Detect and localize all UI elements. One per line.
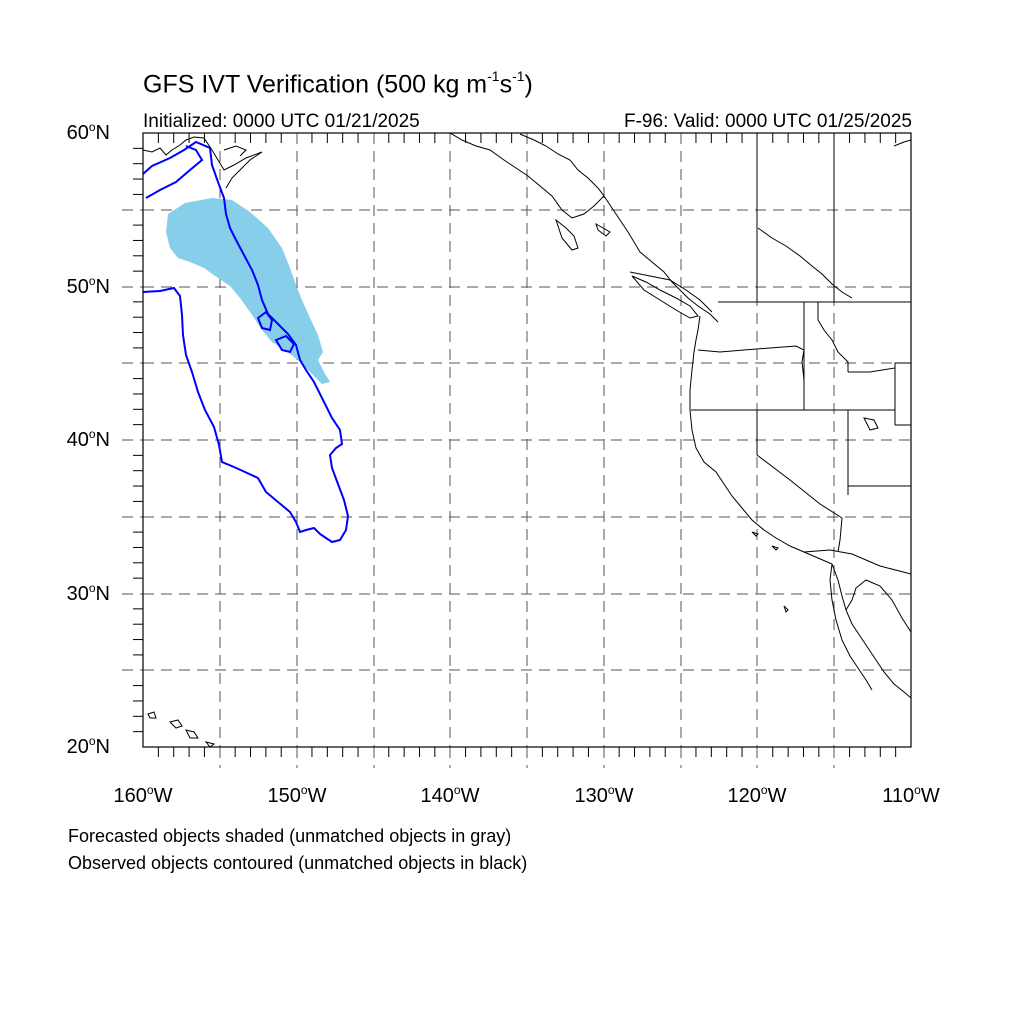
lon-label-110w: 110oW xyxy=(882,783,940,807)
lon-label-120w: 120oW xyxy=(727,783,787,807)
legend-note-observed: Observed objects contoured (unmatched ob… xyxy=(68,853,528,873)
lat-label-50n: 50oN xyxy=(66,274,110,298)
legend-note-forecast: Forecasted objects shaded (unmatched obj… xyxy=(68,826,512,846)
forecast-ivt-object xyxy=(166,198,330,384)
coastlines xyxy=(143,133,911,747)
lat-label-20n: 20oN xyxy=(66,734,110,758)
axis-ticks xyxy=(133,133,897,757)
map-title: GFS IVT Verification (500 kg m-1s-1) xyxy=(143,68,533,99)
lat-label-30n: 30oN xyxy=(66,581,110,605)
lon-label-130w: 130oW xyxy=(574,783,634,807)
observed-ivt-contour-north xyxy=(145,145,204,199)
lon-label-140w: 140oW xyxy=(420,783,480,807)
grid-lines xyxy=(122,133,911,768)
lat-label-40n: 40oN xyxy=(66,427,110,451)
lon-label-150w: 150oW xyxy=(267,783,327,807)
observed-ivt-contour-loop xyxy=(256,310,296,354)
borders xyxy=(691,133,911,575)
lat-label-60n: 60oN xyxy=(66,120,110,144)
initialized-time: Initialized: 0000 UTC 01/21/2025 xyxy=(143,111,420,132)
observed-ivt-contour xyxy=(143,140,350,544)
lon-label-160w: 160oW xyxy=(113,783,173,807)
plot-frame xyxy=(142,132,912,748)
valid-time: F-96: Valid: 0000 UTC 01/25/2025 xyxy=(624,111,912,132)
